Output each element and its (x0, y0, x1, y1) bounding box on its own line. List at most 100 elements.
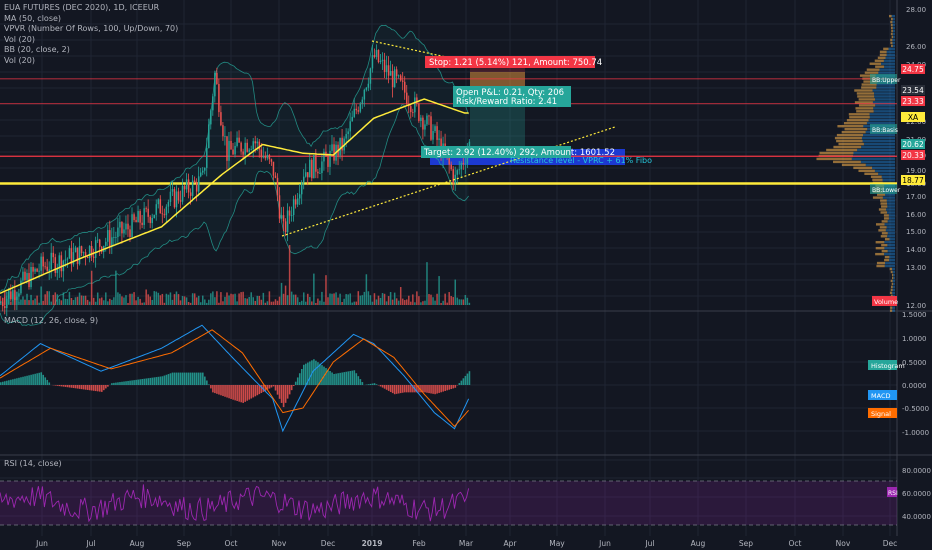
volume-bar (54, 292, 57, 305)
vpvr-row-up (885, 56, 895, 59)
volume-bar (404, 300, 406, 305)
candle-body (375, 50, 378, 57)
candle-body (82, 252, 85, 254)
volume-bar (242, 291, 244, 305)
macd-histogram-bar (30, 374, 32, 385)
x-axis-tick-label: May (549, 539, 565, 548)
vpvr-row-down (854, 89, 873, 92)
volume-bar (153, 291, 156, 305)
macd-histogram-bar (216, 385, 218, 394)
volume-bar (448, 292, 450, 305)
volume-bar (123, 297, 125, 305)
rsi-axis-tick-label: 60.0000 (902, 490, 931, 498)
volume-bar (391, 299, 394, 305)
candle-body (30, 267, 32, 288)
macd-histogram-bar (448, 385, 451, 390)
main-legend: EUA FUTURES (DEC 2020), 1D, ICEEUR MA (5… (4, 3, 178, 66)
volume-bar (8, 287, 10, 305)
candle-body (74, 247, 77, 253)
candle-body (266, 154, 269, 159)
vpvr-row-up (874, 169, 895, 173)
macd-histogram-bar (153, 377, 156, 385)
volume-bar (12, 293, 14, 305)
volume-bar (266, 301, 269, 305)
bb-tag-label: BB:Upper (872, 77, 901, 84)
macd-histogram-bar (266, 385, 269, 390)
vpvr-row-up (889, 258, 895, 262)
candle-body (422, 117, 424, 130)
macd-histogram-bar (446, 385, 449, 391)
candle-body (300, 182, 303, 195)
volume-bar (98, 298, 101, 305)
vpvr-row-up (884, 246, 895, 250)
macd-histogram-bar (14, 378, 16, 385)
volume-bar (250, 292, 252, 305)
candle-body (339, 137, 341, 156)
x-axis-tick-label: Jun (35, 539, 48, 548)
macd-histogram-bar (325, 368, 327, 385)
candle-body (331, 144, 333, 151)
macd-histogram-bar (309, 361, 311, 385)
short-entry-zone (470, 72, 525, 87)
macd-histogram-bar (353, 370, 356, 385)
volume-bar (105, 292, 107, 305)
y-axis-tick-label: 16.00 (906, 211, 926, 219)
volume-bar (169, 292, 172, 305)
candle-body (436, 126, 438, 140)
volume-bar (303, 292, 305, 305)
candle-body (109, 230, 111, 247)
volume-bar (383, 293, 386, 305)
volume-bar (185, 297, 188, 305)
vpvr-row-up (888, 47, 895, 51)
candle-body (187, 179, 190, 193)
volume-bar (58, 298, 61, 305)
vpvr-row-up (862, 139, 895, 143)
legend-symbol: EUA FUTURES (DEC 2020), 1D, ICEEUR (4, 3, 160, 12)
macd-histogram-bar (224, 385, 226, 397)
volume-bar (256, 295, 259, 305)
volume-bar (264, 302, 267, 305)
volume-bar (262, 292, 265, 305)
price-tags: 24.75 23.54 23.33 XA 20.62 20.33 18.77 BB:Upper… (868, 64, 925, 497)
volume-bar (72, 300, 75, 305)
volume-bar (191, 293, 194, 305)
macd-histogram-bar (26, 375, 28, 385)
volume-bar (111, 299, 113, 305)
candle-body (153, 214, 156, 218)
volume-bar (397, 300, 400, 305)
volume-bar (208, 299, 210, 305)
macd-histogram-bar (404, 385, 406, 393)
macd-histogram-bar (351, 370, 354, 385)
macd-histogram-bar (454, 385, 457, 388)
legend-macd: MACD (12, 26, close, 9) (4, 316, 99, 325)
volume-bar (244, 298, 246, 305)
vpvr-row-down (889, 291, 893, 294)
candle-body (244, 142, 246, 155)
volume-bar (216, 291, 218, 305)
candle-body (222, 125, 224, 137)
volume-bar (193, 293, 196, 305)
volume-bar (270, 301, 273, 305)
macd-histogram-bar (284, 385, 287, 403)
macd-histogram-bar (444, 385, 446, 391)
macd-histogram-bar (369, 383, 372, 385)
vpvr-row-up (865, 163, 895, 167)
vpvr-row-down (879, 53, 887, 56)
x-axis-tick-label: Aug (130, 539, 145, 548)
macd-histogram-bar (125, 381, 127, 385)
macd-histogram-bar (155, 377, 158, 385)
volume-bar (46, 291, 48, 305)
vpvr-row-down (878, 208, 887, 211)
macd-pane (0, 324, 471, 433)
volume-bar (84, 295, 87, 305)
macd-histogram-bar (88, 385, 91, 391)
vpvr-row-up (885, 261, 895, 265)
vpvr-row-up (892, 29, 895, 33)
volume-bar (389, 292, 392, 305)
candle-body (24, 271, 26, 280)
candle-body (14, 290, 16, 300)
macd-histogram-bar (258, 385, 261, 395)
volume-bar (143, 302, 145, 305)
macd-histogram-bar (280, 385, 283, 403)
vpvr-row-down (890, 285, 893, 289)
